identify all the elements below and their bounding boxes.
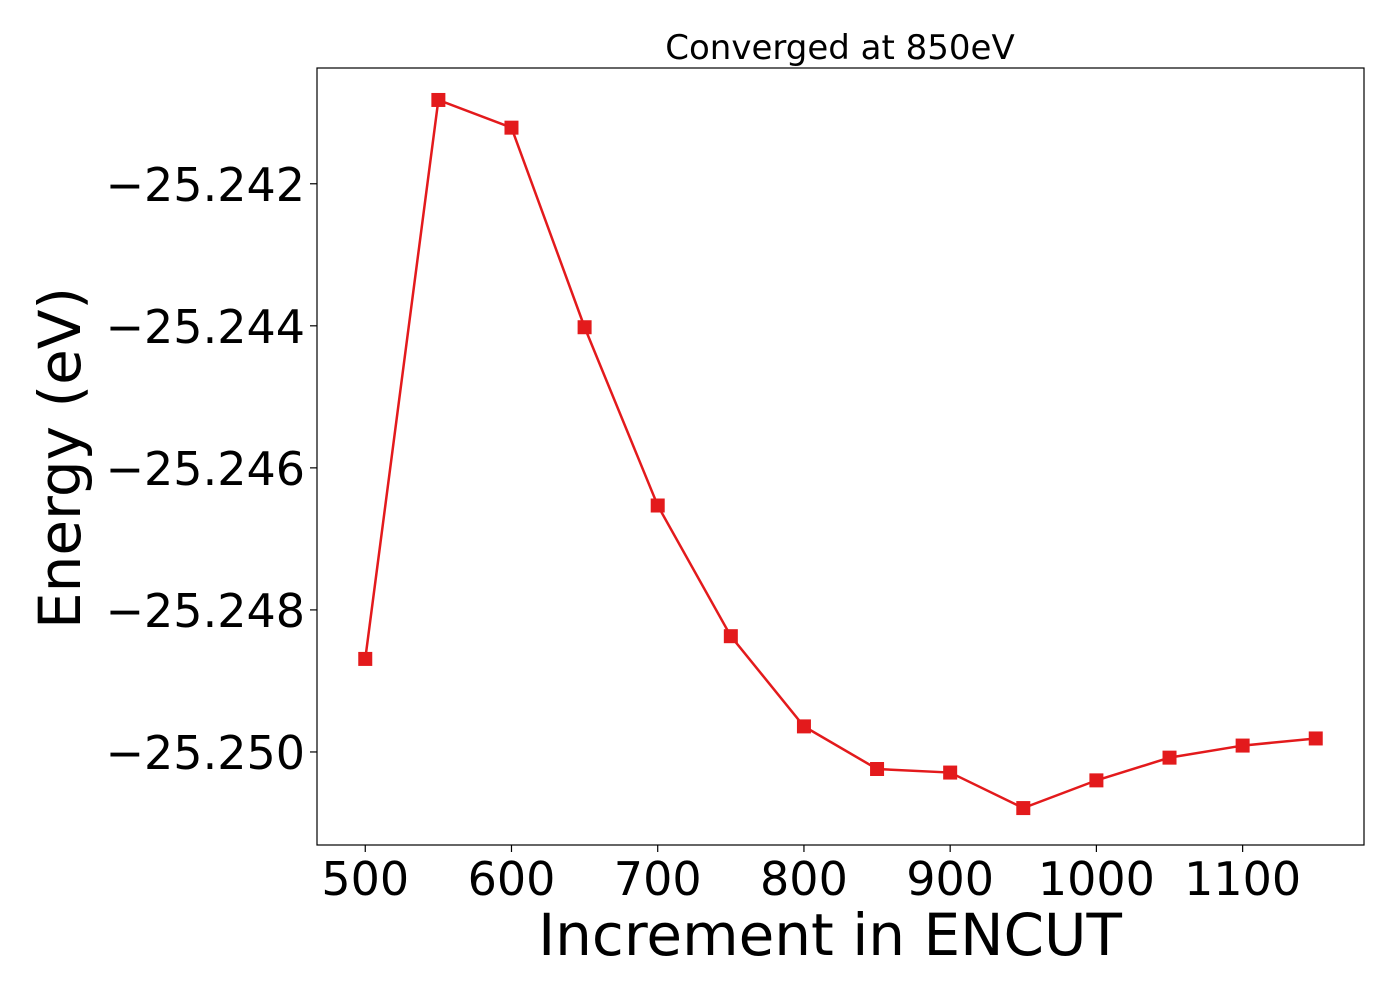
data-point-marker [1162, 750, 1177, 765]
data-point-marker [943, 765, 958, 780]
data-point-marker [504, 120, 519, 135]
y-tick-label: −25.242 [106, 158, 306, 212]
x-tick-label: 600 [468, 852, 556, 906]
y-tick-label: −25.250 [106, 726, 306, 780]
series-line [364, 98, 1316, 810]
x-tick-label: 700 [614, 852, 702, 906]
chart-title: Converged at 850eV [665, 28, 1014, 68]
data-point-marker [431, 92, 446, 107]
y-tick-label: −25.246 [106, 442, 306, 496]
x-axis-label: Increment in ENCUT [538, 901, 1122, 969]
data-point-marker [870, 762, 885, 776]
data-point-marker [1235, 738, 1250, 753]
x-tick-label: 500 [321, 852, 409, 906]
series-markers [358, 92, 1323, 816]
data-point-marker [1016, 801, 1031, 816]
data-point-marker [650, 498, 665, 513]
y-axis: −25.242 −25.244 −25.246 −25.248 −25.250 [106, 158, 317, 780]
data-point-marker [358, 651, 373, 666]
data-point-marker [1308, 731, 1323, 746]
data-point-marker [796, 719, 811, 734]
data-point-marker [723, 629, 738, 644]
x-axis: 500 600 700 800 900 1000 1100 [321, 845, 1301, 906]
x-tick-label: 1000 [1038, 852, 1155, 906]
x-tick-label: 1100 [1184, 852, 1301, 906]
data-point-marker [1089, 773, 1104, 788]
y-tick-label: −25.244 [106, 300, 306, 354]
plot-area-frame [316, 67, 1365, 846]
x-tick-label: 800 [760, 852, 848, 906]
y-tick-label: −25.248 [106, 584, 306, 638]
y-axis-label: Energy (eV) [26, 287, 94, 629]
data-point-marker [577, 320, 592, 335]
x-tick-label: 900 [906, 852, 994, 906]
